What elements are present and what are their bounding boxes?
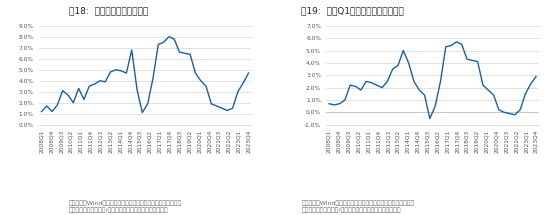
Text: 数据来源：Wind，广发证券发展研究中心（重仓比例计算方法为
家电个股重仓市值合计/公募基金全行业个股重仓市值合计）: 数据来源：Wind，广发证券发展研究中心（重仓比例计算方法为 家电个股重仓市值合… bbox=[69, 201, 182, 213]
Text: 图19:  历年Q1公募基金重仓家电比例: 图19: 历年Q1公募基金重仓家电比例 bbox=[301, 6, 404, 15]
Text: 图18:  公募基金重仓家电比例: 图18: 公募基金重仓家电比例 bbox=[69, 6, 148, 15]
Text: 数据来源：Wind，广发证券发展研究中心（重仓比例计算方法为
家电个股重仓市值合计/公募基金全行业个股重仓市值合计）: 数据来源：Wind，广发证券发展研究中心（重仓比例计算方法为 家电个股重仓市值合… bbox=[301, 201, 415, 213]
